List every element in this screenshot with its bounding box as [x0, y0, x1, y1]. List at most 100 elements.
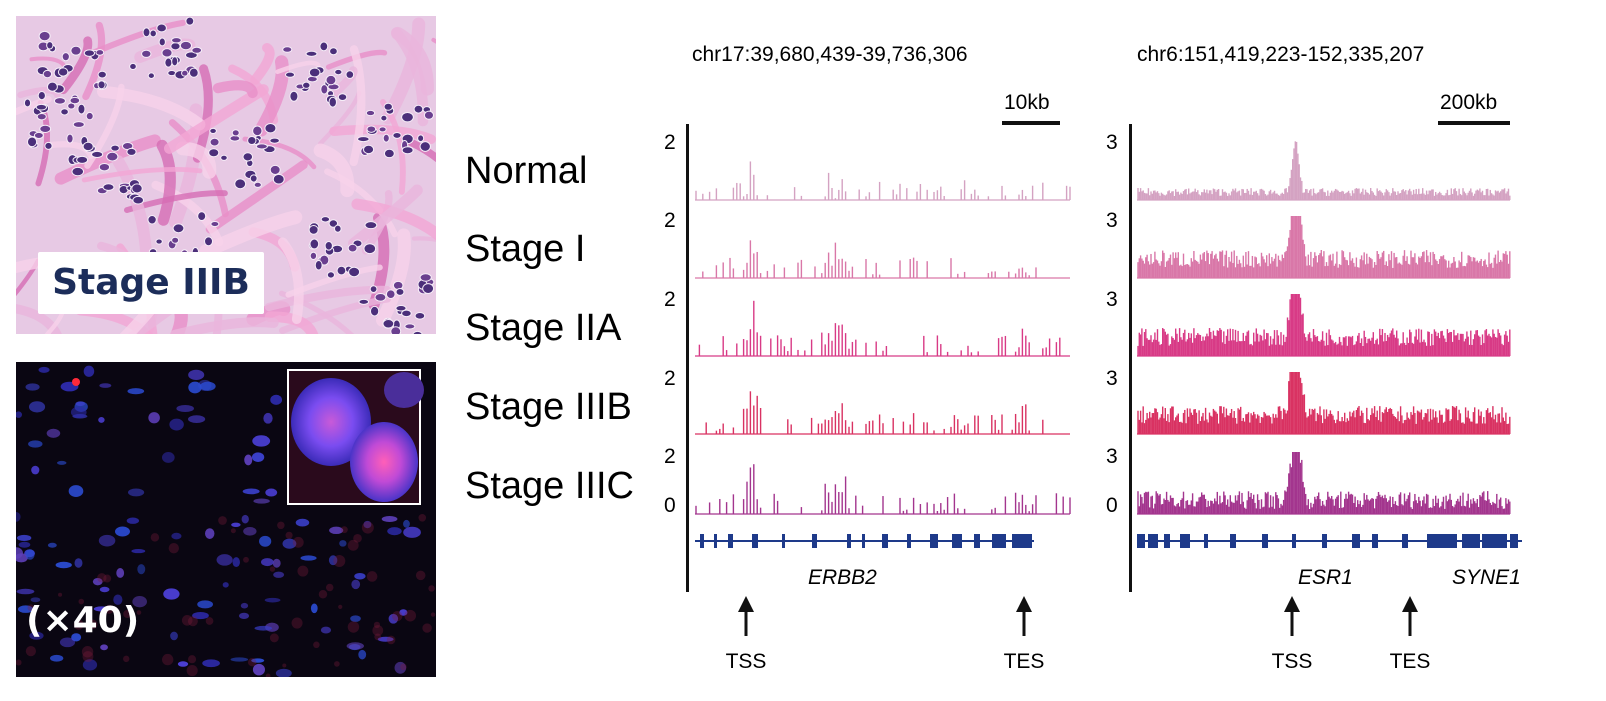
nucleus — [336, 265, 347, 276]
ymin-label: 0 — [664, 494, 676, 517]
red-signal — [422, 623, 432, 633]
stroma-fiber — [45, 141, 95, 160]
fluorescent-cell — [71, 633, 82, 642]
signal-track — [1137, 294, 1511, 357]
fluorescent-cell — [240, 602, 249, 609]
red-signal — [136, 610, 142, 615]
ymin-label: 0 — [1106, 494, 1118, 517]
red-signal — [366, 571, 378, 582]
nucleus — [209, 127, 217, 134]
gene-label-syne1: SYNE1 — [1452, 566, 1521, 589]
nucleus — [282, 46, 293, 53]
signal-track — [695, 300, 1070, 357]
fluorescent-cell — [46, 428, 61, 438]
fluorescent-cell — [254, 625, 273, 631]
red-signal — [392, 610, 403, 622]
nucleus — [129, 62, 137, 71]
fluorescent-cell — [231, 522, 241, 527]
red-signal — [313, 641, 320, 649]
fluorescent-cell — [126, 517, 140, 524]
nucleus — [419, 273, 432, 282]
fluorescent-cell — [31, 465, 40, 475]
stroma-fiber — [170, 317, 279, 334]
fluorescent-cell — [238, 612, 250, 620]
nucleus — [417, 134, 425, 143]
fluorescent-cell — [188, 369, 205, 380]
fluorescent-cell — [300, 555, 317, 561]
fluorescent-cell — [200, 381, 216, 391]
gene-exon — [700, 534, 704, 548]
nucleus — [220, 154, 228, 161]
fluorescent-cell — [93, 606, 110, 612]
red-signal — [247, 657, 257, 667]
fluorescent-cell — [18, 541, 31, 548]
red-signal — [338, 604, 343, 609]
signal-track — [695, 240, 1070, 279]
nucleus — [46, 81, 58, 92]
nucleus — [395, 305, 407, 312]
gene-exon — [728, 534, 733, 548]
red-signal — [168, 543, 179, 554]
nucleus — [126, 147, 137, 156]
fluorescent-cell — [177, 661, 189, 667]
nucleus — [26, 136, 38, 148]
red-signal — [347, 621, 360, 633]
red-signal — [277, 521, 285, 530]
red-signal — [150, 533, 160, 542]
fluorescent-cell — [83, 365, 95, 377]
fluorescent-cell — [354, 572, 366, 580]
nucleus — [38, 30, 51, 42]
fluorescent-cell — [310, 603, 318, 614]
nucleus — [69, 96, 81, 105]
fluorescent-cell — [358, 649, 367, 660]
fluorescent-cell — [399, 609, 408, 616]
gene-exon — [1510, 534, 1518, 548]
nucleus — [249, 174, 258, 183]
red-signal — [404, 609, 417, 622]
nucleus — [253, 181, 262, 188]
gene-exon — [1322, 534, 1327, 548]
nucleus — [53, 97, 66, 105]
fluorescent-cell — [329, 526, 344, 535]
fluorescent-cell — [68, 485, 84, 498]
nucleus — [305, 50, 318, 57]
red-signal — [181, 615, 193, 626]
gene-exon — [1352, 534, 1360, 548]
red-signal — [353, 534, 362, 543]
stroma-fiber — [351, 198, 436, 241]
fluorescent-cell — [176, 404, 194, 413]
red-signal — [373, 621, 381, 629]
stroma-fiber — [96, 85, 206, 131]
red-signal — [205, 617, 214, 625]
gene-exon — [1180, 534, 1190, 548]
red-signal — [386, 635, 396, 645]
nucleus — [42, 69, 53, 79]
nucleus — [284, 71, 296, 78]
nucleus — [255, 143, 268, 150]
nucleus — [71, 166, 85, 177]
y-axis-esr1 — [1129, 124, 1132, 592]
fluorescent-cell — [169, 418, 184, 431]
gene-exon — [1262, 534, 1268, 548]
row-label-stage-iia: Stage IIA — [465, 307, 622, 349]
stroma-fiber — [199, 210, 303, 259]
fluorescent-cell — [25, 549, 35, 560]
fluorescence-texture — [16, 362, 436, 677]
nucleus — [208, 148, 220, 158]
fluorescent-cell — [116, 568, 125, 578]
nucleus — [82, 141, 94, 152]
fluorescent-cell — [131, 548, 146, 554]
nucleus — [401, 111, 414, 123]
gene-exon — [1230, 534, 1236, 548]
red-signal — [428, 585, 435, 592]
nucleus — [363, 243, 377, 255]
nucleus — [35, 103, 48, 111]
stroma-fiber — [347, 184, 423, 250]
red-signal — [72, 378, 80, 386]
locus-label-esr1: chr6:151,419,223-152,335,207 — [1137, 43, 1424, 66]
ymax-label: 3 — [1106, 288, 1118, 311]
signal-track — [695, 391, 1070, 435]
nucleus — [191, 46, 203, 54]
nucleus — [141, 49, 152, 58]
nucleus — [272, 173, 285, 185]
